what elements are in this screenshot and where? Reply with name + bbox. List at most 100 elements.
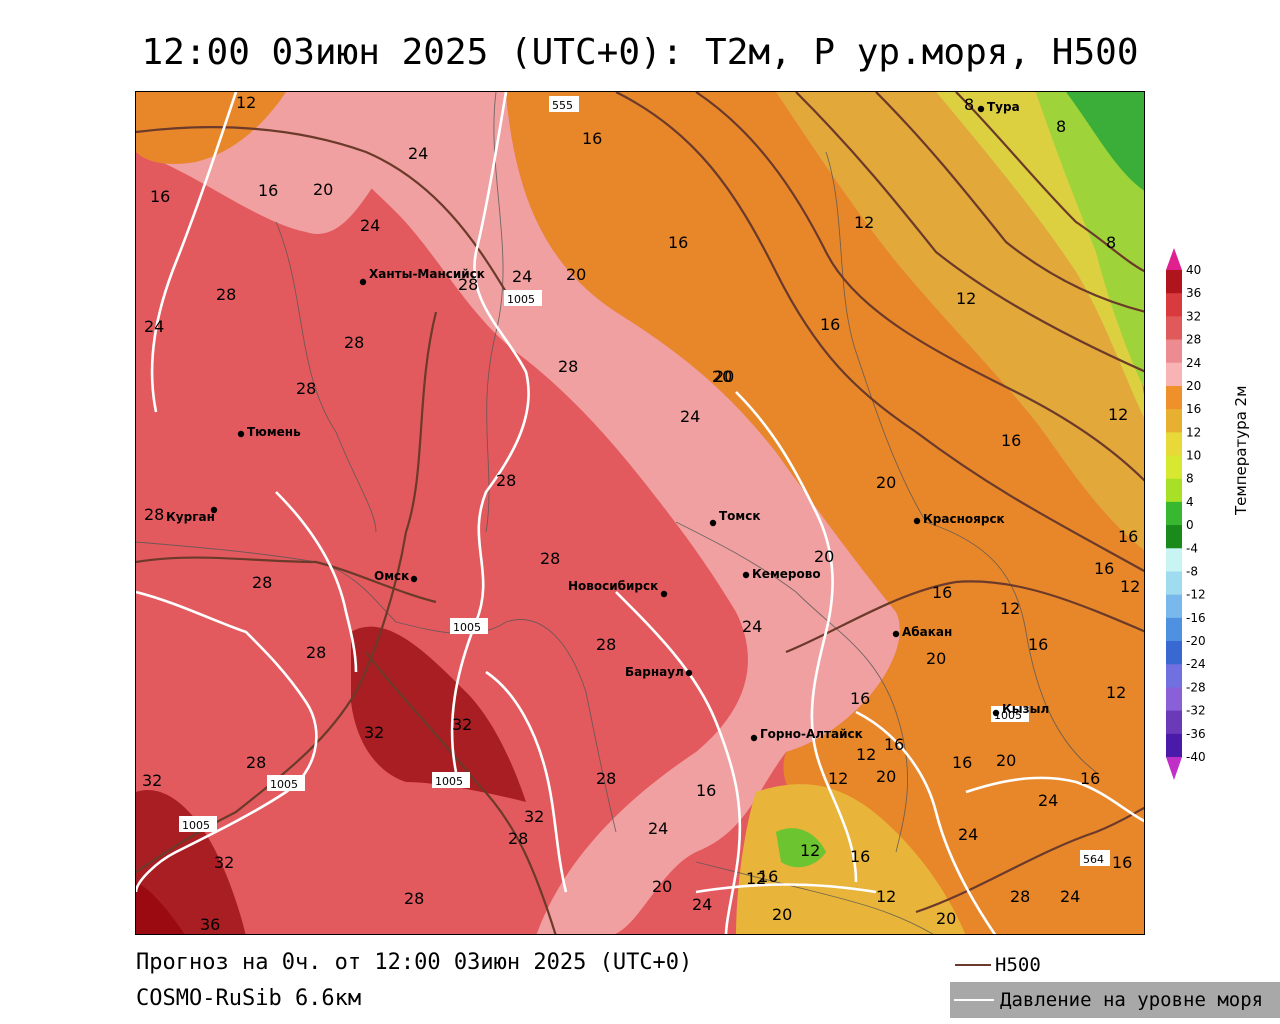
temp-label: 16 xyxy=(582,129,602,148)
temp-label: 8 xyxy=(964,95,974,114)
isobar-label: 1005 xyxy=(435,775,463,788)
city-kyzyl: Кызыл xyxy=(992,702,1049,717)
svg-text:Новосибирск: Новосибирск xyxy=(568,579,658,593)
colorbar-segment xyxy=(1166,710,1182,735)
temp-label: 12 xyxy=(956,289,976,308)
colorbar-tick-label: 16 xyxy=(1186,402,1201,416)
colorbar-bottom-arrow xyxy=(1166,757,1182,780)
colorbar-segment xyxy=(1166,478,1182,503)
colorbar-segment xyxy=(1166,293,1182,317)
colorbar-title: Температура 2м xyxy=(1232,385,1250,515)
colorbar-tick-label: -36 xyxy=(1186,727,1206,741)
temp-label: 16 xyxy=(820,315,840,334)
temp-label: 16 xyxy=(696,781,716,800)
colorbar-tick-label: -12 xyxy=(1186,588,1206,602)
temp-label: 28 xyxy=(596,769,616,788)
temp-label: 28 xyxy=(216,285,236,304)
svg-text:Тюмень: Тюмень xyxy=(247,425,301,439)
colorbar-segment xyxy=(1166,270,1182,294)
temp-label: 20 xyxy=(814,547,834,566)
temp-label: 12 xyxy=(1108,405,1128,424)
temp-zone-12 xyxy=(936,92,1144,418)
temp-label: 8 xyxy=(1106,233,1116,252)
svg-text:Горно-Алтайск: Горно-Алтайск xyxy=(760,727,863,741)
temp-label: 16 xyxy=(668,233,688,252)
cities: Ханты-Мансийск Тюмень Курган Омск Новоси… xyxy=(166,100,1049,742)
colorbar-segment xyxy=(1166,455,1182,480)
legend-h500: H500 xyxy=(955,954,1041,976)
temp-label: 20 xyxy=(876,473,896,492)
temp-label: 16 xyxy=(884,735,904,754)
isobar-label: 1005 xyxy=(507,293,535,306)
temp-label: 28 xyxy=(508,829,528,848)
temp-label: 20 xyxy=(772,905,792,924)
svg-text:Кызыл: Кызыл xyxy=(1002,702,1049,716)
colorbar-tick-label: 10 xyxy=(1186,449,1201,463)
colorbar-segment xyxy=(1166,733,1182,758)
temp-label: 16 xyxy=(850,689,870,708)
svg-text:Курган: Курган xyxy=(166,510,215,524)
svg-text:Кемерово: Кемерово xyxy=(752,567,821,581)
temp-label: 12 xyxy=(1000,599,1020,618)
colorbar-segment xyxy=(1166,385,1182,410)
temp-label: 28 xyxy=(344,333,364,352)
temperature-labels: 12 16 16 20 24 24 24 28 28 28 28 24 20 1… xyxy=(142,93,1140,934)
colorbar-tick-label: -24 xyxy=(1186,657,1206,671)
city-gorno-altaysk: Горно-Алтайск xyxy=(750,727,863,742)
colorbar-tick-label: -20 xyxy=(1186,634,1206,648)
temp-label: 24 xyxy=(648,819,668,838)
temp-label: 24 xyxy=(680,407,700,426)
pressure-isobars xyxy=(136,92,1144,934)
temp-zone-32 xyxy=(351,626,526,802)
colorbar-tick-label: 32 xyxy=(1186,309,1201,323)
temp-label: 28 xyxy=(596,635,616,654)
city-barnaul: Барнаул xyxy=(625,665,693,679)
model-name: COSMO-RuSib 6.6км xyxy=(136,986,362,1011)
colorbar-tick-label: 40 xyxy=(1186,263,1201,277)
colorbar-segment xyxy=(1166,594,1182,619)
temp-label: 28 xyxy=(558,357,578,376)
temp-label: 20 xyxy=(714,367,734,386)
temp-label: 28 xyxy=(296,379,316,398)
colorbar-tick-label: 12 xyxy=(1186,425,1201,439)
temp-label: 12 xyxy=(1120,577,1140,596)
colorbar-segment xyxy=(1166,617,1182,642)
temp-zone-se xyxy=(736,784,966,934)
colorbar-tick-label: -8 xyxy=(1186,564,1198,578)
temp-label: 32 xyxy=(142,771,162,790)
temp-label: 12 xyxy=(854,213,874,232)
colorbar-tick-label: 4 xyxy=(1186,495,1194,509)
temp-label: 28 xyxy=(252,573,272,592)
svg-text:Красноярск: Красноярск xyxy=(923,512,1005,526)
temp-label: 16 xyxy=(150,187,170,206)
temp-label: 28 xyxy=(540,549,560,568)
forecast-info: Прогноз на 0ч. от 12:00 03июн 2025 (UTC+… xyxy=(136,950,693,975)
city-kurgan: Курган xyxy=(166,506,218,524)
city-novosibirsk: Новосибирск xyxy=(568,579,668,598)
svg-text:Ханты-Мансийск: Ханты-Мансийск xyxy=(369,267,485,281)
legend-h500-label: H500 xyxy=(995,954,1041,976)
svg-text:Омск: Омск xyxy=(374,569,409,583)
colorbar-segment xyxy=(1166,548,1182,572)
colorbar-segment xyxy=(1166,362,1182,387)
weather-map: 1005 1005 1005 1005 1005 1005 555 564 12… xyxy=(135,91,1145,935)
temp-label: 20 xyxy=(712,367,732,386)
temp-label: 24 xyxy=(408,144,428,163)
isobar-label: 1005 xyxy=(182,819,210,832)
temp-label: 16 xyxy=(1118,527,1138,546)
colorbar-segment xyxy=(1166,571,1182,596)
temp-label: 24 xyxy=(1038,791,1058,810)
temp-label: 28 xyxy=(246,753,266,772)
temp-label: 28 xyxy=(404,889,424,908)
temp-zone-36b xyxy=(136,882,185,934)
legend-pressure: Давление на уровне моря xyxy=(950,982,1280,1018)
isobar-label: 1005 xyxy=(994,709,1022,722)
temp-label: 20 xyxy=(996,751,1016,770)
temp-label: 28 xyxy=(496,471,516,490)
isobar-labels: 1005 1005 1005 1005 1005 1005 555 564 xyxy=(179,96,1110,866)
temp-label: 12 xyxy=(828,769,848,788)
colorbar-tick-label: 28 xyxy=(1186,333,1201,347)
temp-label: 32 xyxy=(524,807,544,826)
city-tyumen: Тюмень xyxy=(237,425,301,439)
h500-label: 564 xyxy=(1083,853,1104,866)
